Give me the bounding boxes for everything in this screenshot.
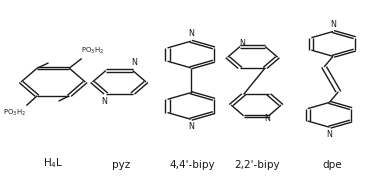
Text: 2,2'-bipy: 2,2'-bipy (234, 160, 280, 170)
Text: N: N (239, 39, 245, 48)
Text: 4,4'-bipy: 4,4'-bipy (170, 160, 215, 170)
Text: N: N (188, 122, 194, 131)
Text: PO$_3$H$_2$: PO$_3$H$_2$ (81, 46, 104, 56)
Text: N: N (264, 114, 270, 123)
Text: N: N (327, 130, 332, 139)
Text: N: N (132, 58, 138, 67)
Text: pyz: pyz (112, 160, 130, 170)
Text: N: N (188, 29, 194, 38)
Text: dpe: dpe (322, 160, 342, 170)
Text: H$_4$L: H$_4$L (43, 156, 64, 170)
Text: N: N (330, 20, 336, 29)
Text: PO$_3$H$_2$: PO$_3$H$_2$ (3, 108, 26, 118)
Text: N: N (101, 97, 107, 106)
